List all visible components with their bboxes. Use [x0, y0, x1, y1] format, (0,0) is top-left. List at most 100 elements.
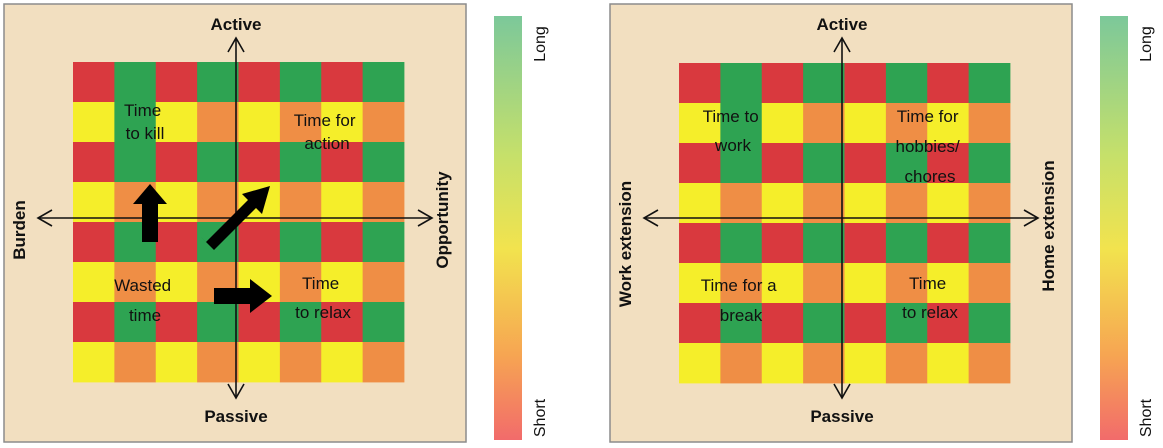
label-line: Time for — [294, 111, 356, 130]
grid-cell-red — [73, 302, 115, 343]
grid-cell-yellow — [927, 183, 970, 224]
grid-cell-yellow — [73, 182, 115, 223]
scale-label-long: Long — [1138, 26, 1155, 62]
quadrant-label-top-right: Time for hobbies/ chores — [895, 107, 964, 186]
grid-cell-green — [279, 142, 322, 183]
grid-cell-orange — [362, 102, 405, 143]
grid-cell-yellow — [927, 103, 970, 144]
axis-arrowhead-left — [642, 209, 659, 227]
grid-cell-green — [885, 223, 928, 264]
label-line: break — [720, 306, 763, 325]
grid-cell-red — [927, 63, 970, 104]
grid-cell-green — [279, 62, 322, 103]
label-line: to relax — [902, 303, 958, 322]
axis-arrowhead-up — [833, 36, 851, 53]
grid-cell-yellow — [844, 263, 887, 304]
scale-label-short: Short — [532, 398, 549, 437]
grid-cell-orange — [803, 103, 845, 144]
axis-arrowhead-down — [833, 383, 851, 400]
grid-cell-orange — [197, 102, 239, 143]
grid-cell-orange — [197, 342, 239, 383]
grid-cell-green — [720, 63, 763, 104]
scale-label-short: Short — [1138, 398, 1155, 437]
axis-arrowhead-down — [227, 383, 245, 400]
arrow-right-icon — [214, 279, 272, 313]
grid-cell-green — [114, 62, 157, 103]
grid-cell-yellow — [844, 103, 887, 144]
grid-cell-green — [114, 142, 157, 183]
grid-cell-red — [844, 63, 887, 104]
grid-cell-yellow — [679, 103, 721, 144]
label-line: time — [129, 306, 161, 325]
label-line: Wasted — [114, 276, 171, 295]
grid-cell-red — [761, 223, 804, 264]
label-line: Time — [909, 274, 946, 293]
panel-activity-opportunity: Active Passive Burden Opportunity Time t… — [3, 3, 467, 443]
grid-cell-yellow — [761, 343, 804, 384]
axis-label-bottom: Passive — [204, 407, 267, 426]
grid-cell-red — [927, 143, 970, 184]
grid-cell-yellow — [238, 342, 281, 383]
quadrant-label-bottom-right: Time to relax — [295, 274, 351, 322]
grid-cell-yellow — [844, 183, 887, 224]
grid-cell-red — [321, 222, 364, 263]
grid-cell-red — [238, 62, 281, 103]
quadrant-label-bottom-left: Wasted time — [114, 276, 176, 325]
quadrant-label-top-right: Time for action — [294, 111, 360, 153]
grid-cell-green — [720, 103, 763, 144]
grid-cell-orange — [885, 343, 928, 384]
grid-cell-orange — [720, 343, 763, 384]
grid-cell-red — [73, 62, 115, 103]
axis-arrowhead-up — [227, 36, 245, 53]
grid-cell-green — [114, 102, 157, 143]
axis-label-right: Home extension — [1039, 160, 1058, 291]
label-line: work — [714, 136, 751, 155]
grid-cell-orange — [279, 262, 322, 303]
grid-cell-yellow — [761, 263, 804, 304]
grid-cell-green — [968, 303, 1011, 344]
grid-cell-red — [844, 143, 887, 184]
scale-label-long: Long — [532, 26, 549, 62]
grid-cell-orange — [114, 262, 157, 303]
grid-cell-yellow — [679, 263, 721, 304]
grid-cell-green — [803, 223, 845, 264]
grid-cell-orange — [968, 263, 1011, 304]
axis-arrowhead-left — [36, 209, 53, 227]
quadrant-label-top-left: Time to work — [703, 107, 764, 155]
grid-cell-red — [238, 302, 281, 343]
grid-cell-green — [968, 223, 1011, 264]
grid-cell-orange — [362, 342, 405, 383]
grid-cell-orange — [885, 263, 928, 304]
grid-cell-yellow — [155, 102, 198, 143]
color-grid — [679, 63, 1011, 384]
grid-cell-green — [885, 303, 928, 344]
grid-cell-orange — [197, 182, 239, 223]
grid-cell-orange — [968, 183, 1011, 224]
grid-cell-green — [197, 302, 239, 343]
axis-label-left: Work extension — [616, 181, 635, 307]
grid-cell-yellow — [73, 262, 115, 303]
grid-cell-green — [720, 303, 763, 344]
quadrant-label-bottom-left: Time for a break — [701, 276, 782, 325]
label-line: chores — [904, 167, 955, 186]
grid-cell-green — [114, 302, 157, 343]
grid-cell-red — [761, 63, 804, 104]
grid-cell-red — [927, 303, 970, 344]
label-line: Time to — [703, 107, 759, 126]
grid-cell-red — [155, 302, 198, 343]
grid-cell-red — [927, 223, 970, 264]
grid-cell-orange — [885, 183, 928, 224]
grid-cell-green — [803, 143, 845, 184]
grid-cell-orange — [279, 102, 322, 143]
grid-cell-yellow — [73, 102, 115, 143]
grid-cell-red — [155, 142, 198, 183]
grid-cell-orange — [803, 343, 845, 384]
duration-color-scale: Long Short — [494, 16, 549, 440]
grid-cell-yellow — [321, 262, 364, 303]
label-line: to kill — [126, 124, 165, 143]
axis-label-right: Opportunity — [433, 171, 452, 269]
grid-cell-orange — [803, 263, 845, 304]
axis-label-left: Burden — [10, 200, 29, 260]
grid-cell-orange — [720, 183, 763, 224]
grid-cell-green — [197, 142, 239, 183]
